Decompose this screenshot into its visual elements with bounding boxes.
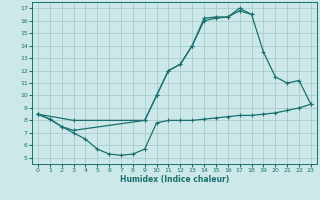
X-axis label: Humidex (Indice chaleur): Humidex (Indice chaleur) <box>120 175 229 184</box>
